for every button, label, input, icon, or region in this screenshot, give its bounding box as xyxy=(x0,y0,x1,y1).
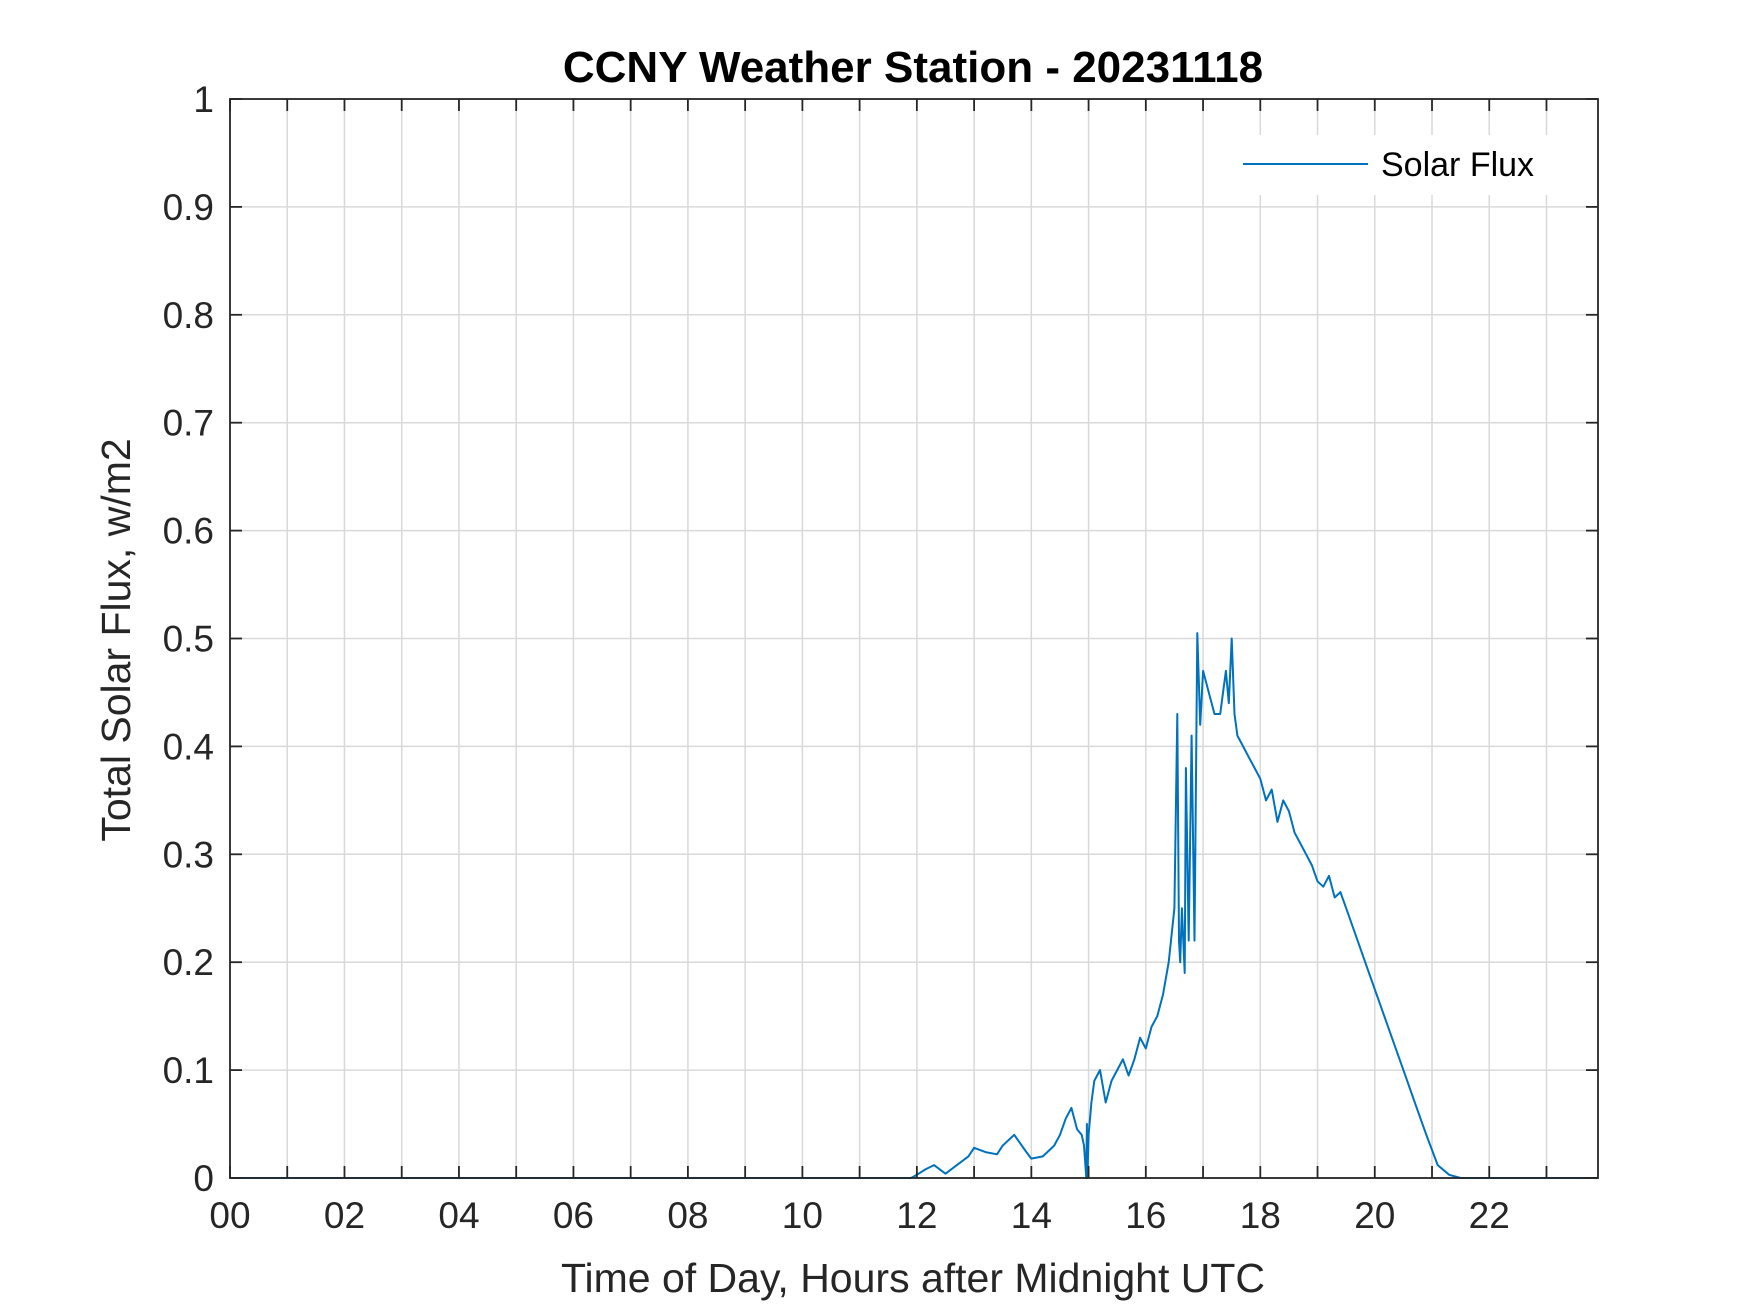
series-layer xyxy=(230,632,1598,1179)
x-tick-label: 10 xyxy=(782,1195,823,1236)
series-line-solar-flux xyxy=(230,632,1598,1179)
y-tick-label: 0.5 xyxy=(163,619,214,660)
x-tick-label: 00 xyxy=(209,1195,250,1236)
y-tick-labels: 0 0.1 0.2 0.3 0.4 0.5 0.6 0.7 0.8 0.9 1 xyxy=(163,79,214,1199)
x-tick-label: 08 xyxy=(667,1195,708,1236)
y-tick-label: 0.3 xyxy=(163,834,214,875)
y-tick-label: 0.7 xyxy=(163,403,214,444)
x-tick-label: 18 xyxy=(1240,1195,1281,1236)
chart-title: CCNY Weather Station - 20231118 xyxy=(563,43,1263,92)
x-tick-label: 14 xyxy=(1011,1195,1052,1236)
y-tick-label: 0.9 xyxy=(163,187,214,228)
y-tick-label: 0.8 xyxy=(163,295,214,336)
legend-entry-solar-flux: Solar Flux xyxy=(1381,146,1534,184)
x-tick-label: 16 xyxy=(1125,1195,1166,1236)
y-tick-label: 0 xyxy=(193,1158,214,1199)
x-axis-label: Time of Day, Hours after Midnight UTC xyxy=(561,1255,1265,1301)
x-tick-label: 20 xyxy=(1354,1195,1395,1236)
x-tick-label: 22 xyxy=(1469,1195,1510,1236)
x-tick-label: 12 xyxy=(896,1195,937,1236)
legend: Solar Flux xyxy=(1230,135,1570,195)
y-tick-label: 0.2 xyxy=(163,942,214,983)
x-tick-labels: 00 02 04 06 08 10 12 14 16 18 20 22 xyxy=(209,1195,1509,1236)
y-tick-label: 1 xyxy=(193,79,214,120)
y-tick-label: 0.1 xyxy=(163,1050,214,1091)
y-tick-label: 0.6 xyxy=(163,511,214,552)
x-tick-label: 02 xyxy=(324,1195,365,1236)
y-tick-label: 0.4 xyxy=(163,726,214,767)
y-axis-label: Total Solar Flux, w/m2 xyxy=(93,438,139,841)
tick-marks xyxy=(229,98,1598,1179)
x-tick-label: 06 xyxy=(553,1195,594,1236)
x-tick-label: 04 xyxy=(438,1195,479,1236)
